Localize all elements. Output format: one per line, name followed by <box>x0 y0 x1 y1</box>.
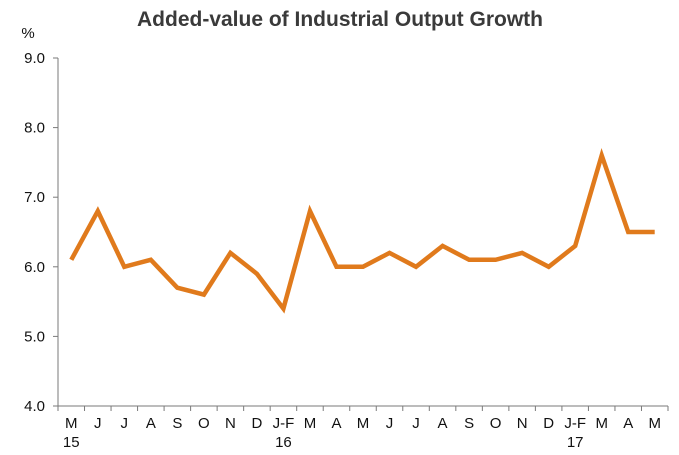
x-tick-label: J <box>386 415 394 432</box>
x-year-label: 15 <box>63 434 80 451</box>
x-axis-ticks: M J J A S O N D J-F M A M J J A S O N D J-F M A M15 16 17 <box>57 406 669 451</box>
x-tick-label: D <box>543 415 554 432</box>
x-tick-label: M <box>357 415 370 432</box>
x-tick-label: J <box>121 415 129 432</box>
x-tick-label: M <box>648 415 661 432</box>
x-tick-label: S <box>464 415 474 432</box>
x-tick-label: A <box>438 415 448 432</box>
x-year-label: 16 <box>275 434 292 451</box>
data-series <box>69 148 655 314</box>
y-tick-label: 9.0 <box>24 50 45 67</box>
x-tick-label: M <box>65 415 78 432</box>
series-line <box>69 148 655 314</box>
x-tick-label: J-F <box>564 415 586 432</box>
x-tick-label: O <box>198 415 210 432</box>
y-tick-label: 6.0 <box>24 259 45 276</box>
y-tick-label: 8.0 <box>24 120 45 137</box>
x-tick-label: S <box>172 415 182 432</box>
x-tick-label: N <box>517 415 528 432</box>
y-axis-ticks: 4.0 5.0 6.0 7.0 8.0 9.0 <box>24 50 58 415</box>
x-tick-label: J-F <box>273 415 295 432</box>
x-tick-label: M <box>304 415 317 432</box>
x-tick-label: D <box>251 415 262 432</box>
x-tick-label: N <box>225 415 236 432</box>
y-tick-label: 7.0 <box>24 189 45 206</box>
y-tick-label: 5.0 <box>24 328 45 345</box>
y-tick-label: 4.0 <box>24 398 45 415</box>
x-tick-label: M <box>595 415 608 432</box>
y-axis-unit-label: % <box>21 25 34 42</box>
x-tick-label: A <box>331 415 341 432</box>
x-year-label: 17 <box>567 434 584 451</box>
x-tick-label: J <box>94 415 102 432</box>
chart-axes <box>57 58 668 407</box>
x-tick-label: J <box>412 415 420 432</box>
x-tick-label: O <box>490 415 502 432</box>
x-tick-label: A <box>146 415 156 432</box>
x-tick-label: A <box>623 415 633 432</box>
chart-title: Added-value of Industrial Output Growth <box>137 8 543 31</box>
